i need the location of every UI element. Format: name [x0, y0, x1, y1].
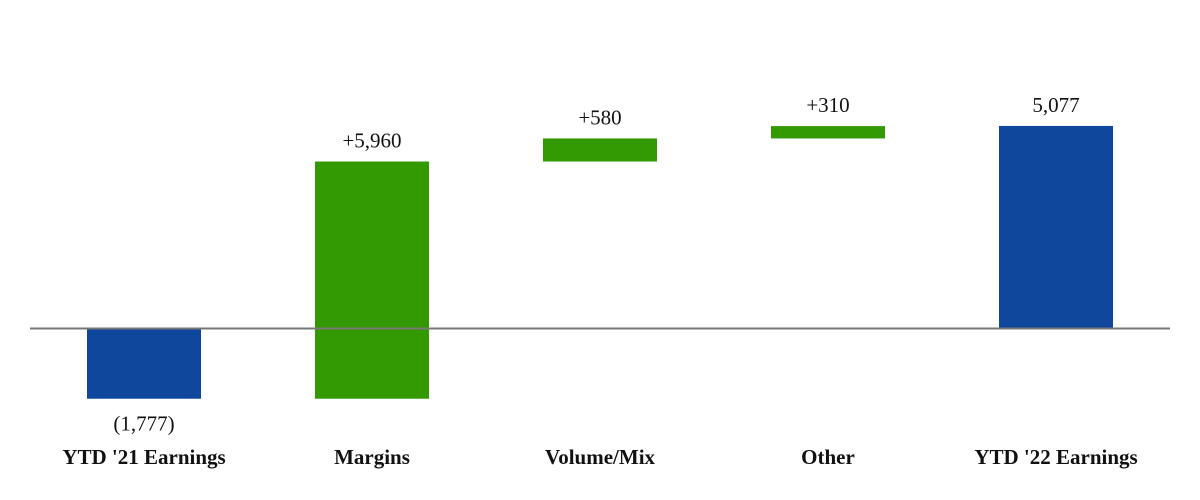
bar-2 [543, 138, 657, 162]
data-label-4: 5,077 [1032, 93, 1079, 117]
bar-0 [87, 328, 201, 399]
category-label-3: Other [801, 445, 855, 469]
data-label-1: +5,960 [342, 129, 401, 153]
data-label-2: +580 [578, 105, 621, 129]
category-label-2: Volume/Mix [545, 445, 656, 469]
category-label-4: YTD '22 Earnings [974, 445, 1137, 469]
data-label-3: +310 [806, 93, 849, 117]
bar-3 [771, 126, 885, 139]
category-label-0: YTD '21 Earnings [62, 445, 225, 469]
data-label-0: (1,777) [113, 412, 174, 436]
bar-4 [999, 125, 1113, 329]
category-label-1: Margins [334, 445, 410, 469]
bar-1 [315, 161, 429, 399]
